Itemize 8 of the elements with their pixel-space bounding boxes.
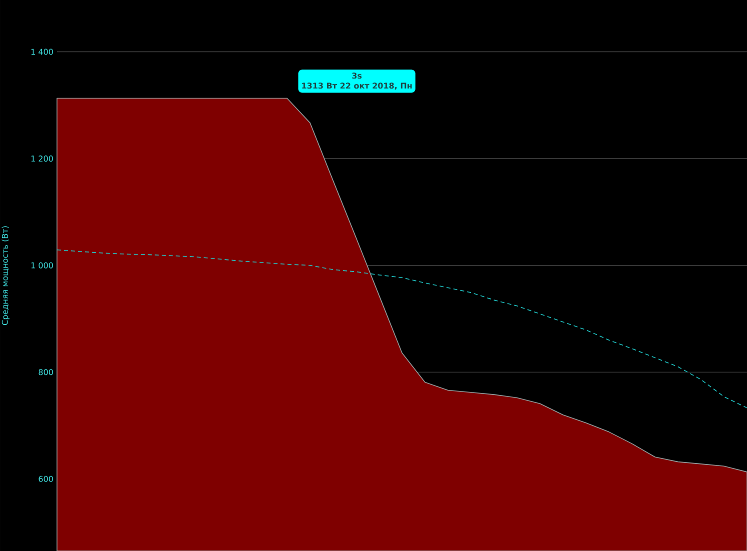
y-tick-label: 1 200 — [31, 156, 53, 162]
y-tick-label: 600 — [38, 476, 53, 482]
annotation: 3s — [352, 72, 362, 79]
y-axis-title: Средняя мощность (Вт) — [2, 226, 10, 325]
y-tick-label: 1 400 — [31, 48, 53, 55]
y-tick-label: 1 000 — [31, 262, 53, 268]
annotation: 1313 Вт 22 окт 2018, Пн — [302, 82, 412, 90]
y-tick-label: 800 — [38, 369, 53, 376]
